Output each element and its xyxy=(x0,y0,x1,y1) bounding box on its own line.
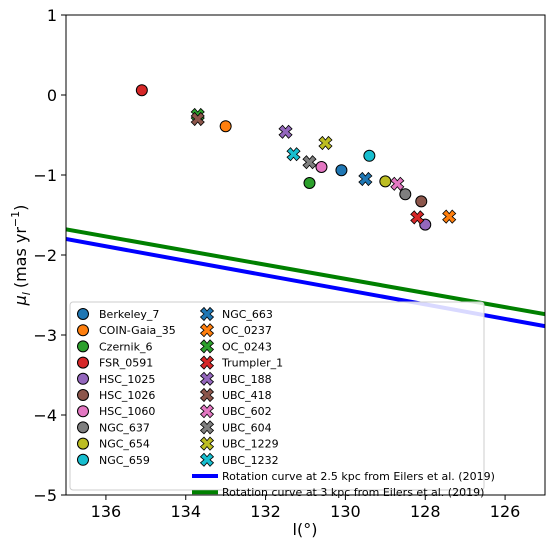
legend-hsc-1060-label: HSC_1060 xyxy=(99,405,155,418)
legend-oc-0243-label: OC_0243 xyxy=(222,340,272,353)
legend-hsc-1025-label: HSC_1025 xyxy=(99,373,155,386)
x-axis-label: l(°) xyxy=(293,520,318,539)
legend-coin-gaia-35-marker xyxy=(77,324,89,337)
legend-ngc-663-label: NGC_663 xyxy=(222,308,273,321)
legend-ubc-602-label: UBC_602 xyxy=(222,405,272,418)
point-ubc-1232-marker xyxy=(286,147,301,162)
legend-hsc-1025-marker xyxy=(77,372,89,385)
legend-hsc-1060-marker xyxy=(77,405,89,418)
legend: Berkeley_7 COIN-Gaia_35 Czernik_6 FSR_0591 H… xyxy=(69,301,495,499)
point-ubc-188-marker xyxy=(278,124,293,139)
legend-ubc-188-label: UBC_188 xyxy=(222,373,272,386)
legend-ngc-659-label: NGC_659 xyxy=(99,454,150,467)
legend-ubc-604-label: UBC_604 xyxy=(222,421,272,434)
legend-oc-0237-label: OC_0237 xyxy=(222,324,272,337)
legend-ngc-654-marker xyxy=(77,437,89,450)
legend-rotation-curve-1-label: Rotation curve at 3 kpc from Eilers et a… xyxy=(222,486,484,499)
legend-ubc-1229-marker xyxy=(199,436,215,451)
point-coin-gaia-35-marker xyxy=(219,120,232,133)
legend-ubc-418-marker xyxy=(199,387,215,403)
y-axis-label-close: ) xyxy=(11,205,30,211)
point-ubc-604-marker xyxy=(302,155,317,170)
legend-ngc-637-marker xyxy=(77,421,89,434)
legend-fsr-0591-marker xyxy=(77,356,89,369)
y-tick-label: −4 xyxy=(33,406,57,425)
y-tick-label: 1 xyxy=(47,6,57,25)
point-fsr-0591-marker xyxy=(135,84,148,97)
legend-ubc-1229-label: UBC_1229 xyxy=(222,438,279,451)
point-ngc-659-marker xyxy=(363,149,376,162)
legend-oc-0243-marker xyxy=(199,339,215,354)
legend-fsr-0591-label: FSR_0591 xyxy=(99,357,153,370)
legend-berkeley-7-marker xyxy=(77,308,89,320)
y-axis: 1 0 −1 −2 −3 −4 −5 xyxy=(33,6,66,505)
point-ngc-663-marker xyxy=(358,171,373,187)
legend-ubc-604-marker xyxy=(199,420,215,435)
legend-trumpler-1-marker xyxy=(199,355,215,370)
x-axis: 136 134 132 130 128 126 xyxy=(91,495,521,521)
x-tick-label: 130 xyxy=(330,502,361,521)
x-tick-label: 132 xyxy=(250,502,281,521)
point-oc-0237-marker xyxy=(442,209,457,224)
legend-ubc-1232-label: UBC_1232 xyxy=(222,454,279,467)
point-ubc-418-marker xyxy=(190,111,205,127)
legend-ubc-1232-marker xyxy=(199,452,215,467)
x-tick-label: 134 xyxy=(170,502,201,521)
point-trumpler-1-marker xyxy=(410,210,425,225)
y-tick-label: −2 xyxy=(33,246,57,265)
y-tick-label: −5 xyxy=(33,486,57,505)
point-ngc-637-marker xyxy=(399,188,412,201)
legend-ngc-654-label: NGC_654 xyxy=(99,438,150,451)
point-hsc-1026-marker xyxy=(415,195,428,208)
y-axis-label-unit: (mas yr xyxy=(11,227,30,289)
legend-frame xyxy=(69,301,485,491)
legend-hsc-1026-marker xyxy=(77,389,89,401)
legend-ngc-637-label: NGC_637 xyxy=(99,421,150,434)
point-hsc-1060-marker xyxy=(315,161,328,173)
legend-rotation-curve-0-label: Rotation curve at 2.5 kpc from Eilers et… xyxy=(222,470,495,483)
point-ubc-1229-marker xyxy=(318,135,333,151)
legend-hsc-1026-label: HSC_1026 xyxy=(99,389,155,402)
legend-coin-gaia-35-label: COIN-Gaia_35 xyxy=(99,324,176,337)
y-axis-label: μl (mas yr−1) xyxy=(9,205,33,307)
point-czernik-6-marker xyxy=(303,177,316,189)
y-tick-label: −3 xyxy=(33,326,57,345)
y-axis-label-subscript: l xyxy=(20,292,33,295)
legend-ubc-418-label: UBC_418 xyxy=(222,389,272,402)
y-axis-label-superscript: −1 xyxy=(9,211,22,227)
point-ubc-602-marker xyxy=(390,176,405,191)
legend-ubc-602-marker xyxy=(199,404,215,419)
legend-berkeley-7-label: Berkeley_7 xyxy=(99,308,159,321)
legend-ngc-659-marker xyxy=(77,453,89,466)
y-tick-label: −1 xyxy=(33,166,57,185)
point-ngc-654-marker xyxy=(379,175,392,188)
legend-ubc-188-marker xyxy=(199,371,215,386)
data-points xyxy=(135,84,457,231)
x-tick-label: 136 xyxy=(91,502,122,521)
x-tick-label: 126 xyxy=(490,502,521,521)
x-tick-label: 128 xyxy=(410,502,441,521)
legend-czernik-6-marker xyxy=(77,340,89,353)
legend-ngc-663-marker xyxy=(199,306,215,322)
legend-trumpler-1-label: Trumpler_1 xyxy=(221,357,283,370)
legend-czernik-6-label: Czernik_6 xyxy=(99,340,152,353)
y-axis-label-symbol: μ xyxy=(11,295,30,306)
y-tick-label: 0 xyxy=(47,86,57,105)
legend-oc-0237-marker xyxy=(199,323,215,338)
point-berkeley-7-marker xyxy=(335,164,348,177)
rotation-curve-1-line xyxy=(66,227,545,317)
